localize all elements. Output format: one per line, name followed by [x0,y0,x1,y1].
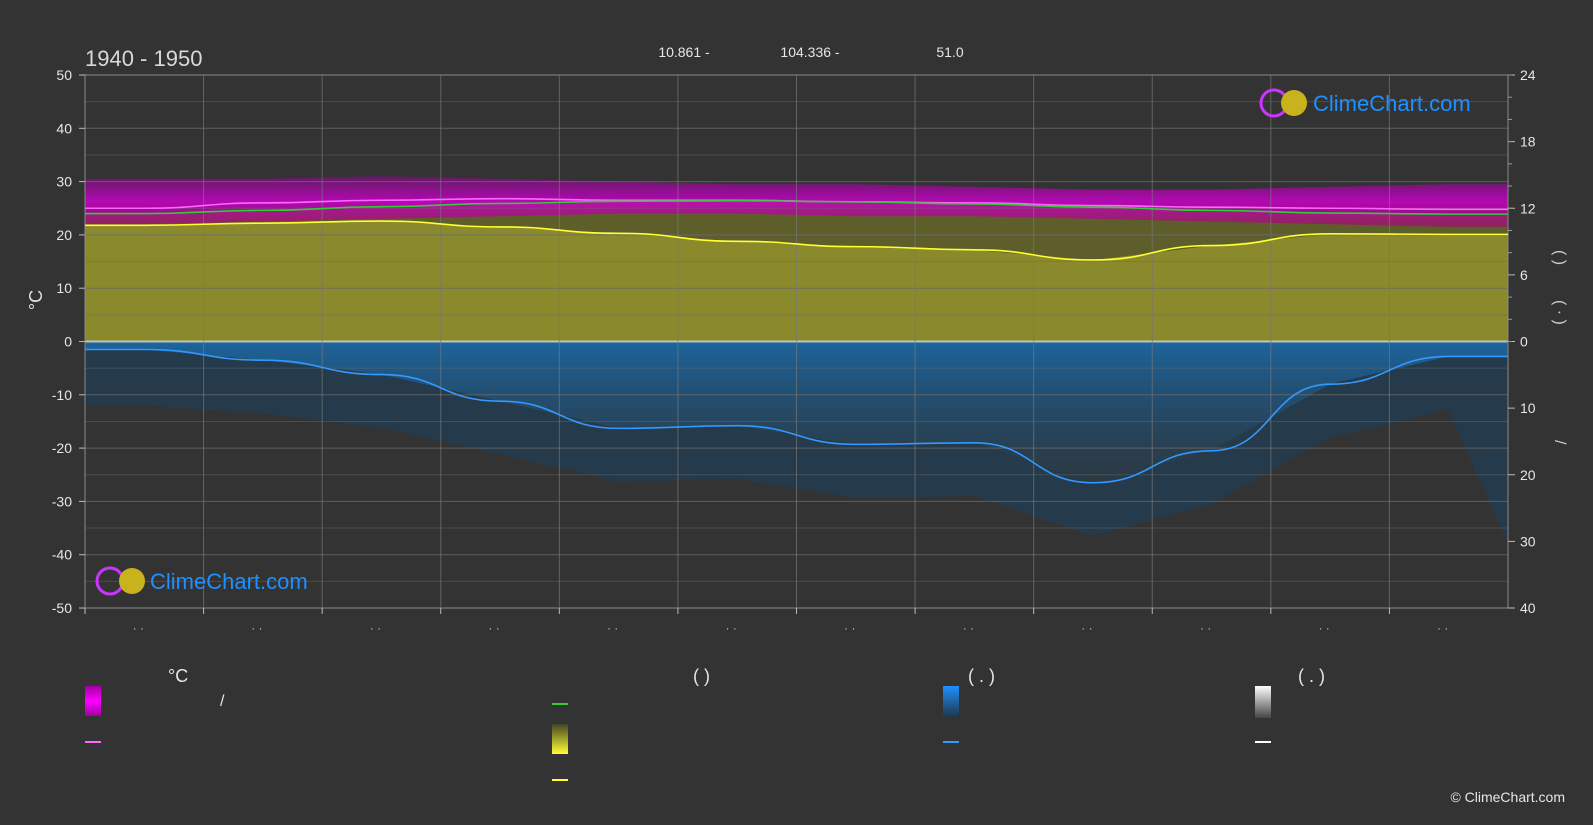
left-tick-label: 10 [56,280,72,296]
right-axis-label-top: ( ) [1551,250,1568,265]
legend-swatch-daylight [552,703,568,705]
month-tick-label: · · [1437,621,1448,635]
month-tick-label: · · [726,621,737,635]
logo-text-bottom: ClimeChart.com [150,569,308,594]
month-tick-label: · · [1200,621,1211,635]
legend-header-hours: ( ) [693,666,710,686]
right-tick-label: 12 [1520,200,1536,216]
legend-header-precip: ( . ) [968,666,995,686]
left-tick-label: 40 [56,120,72,136]
month-tick-label: · · [844,621,855,635]
legend-item-temp-range: / [220,693,225,710]
precipitation-line [85,348,1508,484]
legend-swatch-snow-range [1255,686,1271,718]
left-tick-label: -20 [52,440,72,456]
left-tick-label: -50 [52,600,72,616]
legend-swatch-temp-mean [85,741,101,743]
left-tick-label: 0 [64,334,72,350]
legend-swatch-precip [943,741,959,743]
legend-swatch-precip-range [943,686,959,718]
left-tick-label: 20 [56,227,72,243]
legend-header-snow: ( . ) [1298,666,1325,686]
elevation-label: 51.0 [936,44,963,60]
logo-top: ClimeChart.com [1259,88,1471,118]
month-axis-ticks: · · · · · · · · · · · · · · · · · · · · · · · · [84,608,1448,635]
right-tick-label: 20 [1520,467,1536,483]
latitude-label: 10.861 - [658,44,710,60]
copyright: © ClimeChart.com [1450,789,1565,805]
series-lines [84,197,1508,484]
left-tick-label: -30 [52,493,72,509]
legend: °C ( ) ( . ) ( . ) / [0,650,1593,825]
right-tick-label: 18 [1520,134,1536,150]
right-axis-label-mid: ( · ) [1551,300,1568,325]
longitude-label: 104.336 - [780,44,839,60]
right-axis-ticks: 24 18 12 6 0 10 20 30 40 [1508,67,1536,616]
daylight-line [85,199,1508,215]
right-tick-label: 24 [1520,67,1536,83]
left-tick-label: -40 [52,547,72,563]
legend-header-temperature: °C [168,666,189,686]
left-tick-label: -10 [52,387,72,403]
month-tick-label: · · [370,621,381,635]
grid [84,74,1509,609]
logo-bottom: ClimeChart.com [95,566,308,596]
month-tick-label: · · [1081,621,1092,635]
month-tick-label: · · [488,621,499,635]
right-tick-label: 40 [1520,600,1536,616]
month-tick-label: · · [607,621,618,635]
right-tick-label: 10 [1520,400,1536,416]
logo-text-top: ClimeChart.com [1313,91,1471,116]
right-axis-label-bottom: / [1551,440,1568,445]
legend-swatch-sunshine-range [552,724,568,754]
month-tick-label: · · [133,621,144,635]
left-tick-label: 50 [56,67,72,83]
legend-swatches [85,686,1271,781]
right-tick-label: 6 [1520,267,1528,283]
legend-swatch-temp-range [85,686,101,716]
legend-swatch-sunshine [552,779,568,781]
legend-swatch-snow [1255,741,1271,743]
left-axis-label: °C [26,290,46,310]
month-tick-label: · · [963,621,974,635]
left-axis-ticks: 50 40 30 20 10 0 -10 -20 -30 -40 -50 [52,67,85,616]
month-tick-label: · · [251,621,262,635]
logo-sun-icon [119,568,145,594]
sunshine-line [84,220,1508,261]
month-tick-label: · · [1318,621,1329,635]
right-tick-label: 0 [1520,334,1528,350]
period-label: 1940 - 1950 [85,46,202,71]
logo-sun-icon [1281,90,1307,116]
right-tick-label: 30 [1520,533,1536,549]
left-tick-label: 30 [56,174,72,190]
